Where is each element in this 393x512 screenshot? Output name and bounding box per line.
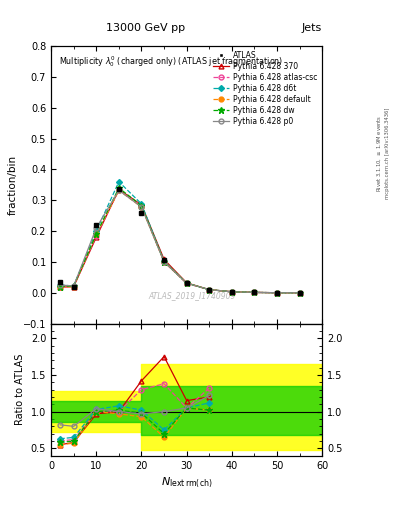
Pythia 6.428 dw	[297, 290, 302, 296]
Pythia 6.428 d6t	[116, 179, 121, 185]
Pythia 6.428 p0	[230, 289, 234, 295]
Pythia 6.428 370	[184, 280, 189, 286]
Pythia 6.428 dw	[230, 289, 234, 295]
X-axis label: $N_{\mathrm{lext\,rm(ch)}}$: $N_{\mathrm{lext\,rm(ch)}}$	[161, 476, 213, 490]
Pythia 6.428 default	[230, 289, 234, 295]
Pythia 6.428 default	[252, 289, 257, 295]
Pythia 6.428 370	[275, 290, 279, 296]
Pythia 6.428 370	[58, 284, 62, 290]
Pythia 6.428 370	[116, 186, 121, 193]
Pythia 6.428 370	[72, 284, 76, 290]
Pythia 6.428 default	[58, 284, 62, 290]
Pythia 6.428 p0	[207, 287, 211, 293]
Pythia 6.428 370	[207, 287, 211, 293]
Pythia 6.428 dw	[162, 259, 167, 265]
Pythia 6.428 atlas-csc	[94, 232, 99, 239]
Line: Pythia 6.428 p0: Pythia 6.428 p0	[58, 188, 302, 295]
Line: Pythia 6.428 d6t: Pythia 6.428 d6t	[58, 180, 302, 295]
Pythia 6.428 atlas-csc	[297, 290, 302, 296]
Pythia 6.428 d6t	[230, 289, 234, 295]
Text: Jets: Jets	[302, 23, 322, 33]
Pythia 6.428 dw	[94, 231, 99, 237]
Pythia 6.428 default	[207, 287, 211, 293]
Pythia 6.428 dw	[139, 203, 144, 209]
Pythia 6.428 p0	[184, 280, 189, 286]
Pythia 6.428 atlas-csc	[184, 281, 189, 287]
Pythia 6.428 atlas-csc	[275, 290, 279, 296]
Pythia 6.428 p0	[297, 290, 302, 296]
Pythia 6.428 d6t	[207, 287, 211, 293]
Pythia 6.428 atlas-csc	[72, 284, 76, 290]
Pythia 6.428 dw	[72, 283, 76, 289]
Pythia 6.428 default	[94, 231, 99, 237]
Pythia 6.428 370	[252, 289, 257, 295]
Pythia 6.428 atlas-csc	[116, 187, 121, 194]
Pythia 6.428 p0	[72, 283, 76, 289]
Text: mcplots.cern.ch [arXiv:1306.3436]: mcplots.cern.ch [arXiv:1306.3436]	[385, 108, 389, 199]
Pythia 6.428 atlas-csc	[162, 259, 167, 265]
Pythia 6.428 p0	[275, 290, 279, 296]
Pythia 6.428 dw	[252, 289, 257, 295]
Y-axis label: Ratio to ATLAS: Ratio to ATLAS	[15, 354, 25, 425]
Pythia 6.428 atlas-csc	[58, 284, 62, 290]
Pythia 6.428 d6t	[94, 228, 99, 234]
Pythia 6.428 370	[297, 290, 302, 296]
Pythia 6.428 p0	[58, 282, 62, 288]
Pythia 6.428 d6t	[184, 280, 189, 286]
Y-axis label: fraction/bin: fraction/bin	[7, 155, 17, 215]
Line: Pythia 6.428 370: Pythia 6.428 370	[58, 187, 302, 295]
Line: Pythia 6.428 atlas-csc: Pythia 6.428 atlas-csc	[58, 188, 302, 295]
Pythia 6.428 p0	[116, 187, 121, 194]
Pythia 6.428 default	[162, 259, 167, 265]
Pythia 6.428 dw	[207, 287, 211, 293]
Pythia 6.428 p0	[252, 289, 257, 295]
Pythia 6.428 atlas-csc	[230, 289, 234, 295]
Pythia 6.428 default	[139, 204, 144, 210]
Pythia 6.428 dw	[116, 185, 121, 191]
Pythia 6.428 d6t	[58, 282, 62, 288]
Pythia 6.428 dw	[184, 280, 189, 286]
Pythia 6.428 370	[139, 202, 144, 208]
Pythia 6.428 d6t	[139, 201, 144, 207]
Text: Rivet 3.1.10, $\geq$ 1.9M events: Rivet 3.1.10, $\geq$ 1.9M events	[375, 115, 383, 192]
Pythia 6.428 d6t	[275, 290, 279, 296]
Pythia 6.428 d6t	[297, 290, 302, 296]
Pythia 6.428 atlas-csc	[139, 203, 144, 209]
Text: ATLAS_2019_I1740909: ATLAS_2019_I1740909	[149, 291, 236, 301]
Pythia 6.428 dw	[275, 290, 279, 296]
Text: Multiplicity $\lambda_0^0$ (charged only) (ATLAS jet fragmentation): Multiplicity $\lambda_0^0$ (charged only…	[59, 54, 284, 69]
Pythia 6.428 default	[116, 187, 121, 194]
Pythia 6.428 p0	[162, 259, 167, 265]
Pythia 6.428 370	[162, 257, 167, 263]
Pythia 6.428 370	[94, 234, 99, 240]
Line: Pythia 6.428 dw: Pythia 6.428 dw	[57, 185, 303, 296]
Pythia 6.428 default	[297, 290, 302, 296]
Pythia 6.428 d6t	[72, 283, 76, 289]
Pythia 6.428 default	[184, 280, 189, 286]
Text: 13000 GeV pp: 13000 GeV pp	[107, 23, 185, 33]
Pythia 6.428 p0	[139, 204, 144, 210]
Pythia 6.428 atlas-csc	[252, 289, 257, 295]
Pythia 6.428 default	[72, 284, 76, 290]
Line: Pythia 6.428 default: Pythia 6.428 default	[58, 188, 302, 295]
Pythia 6.428 p0	[94, 225, 99, 231]
Legend: ATLAS, Pythia 6.428 370, Pythia 6.428 atlas-csc, Pythia 6.428 d6t, Pythia 6.428 : ATLAS, Pythia 6.428 370, Pythia 6.428 at…	[211, 50, 318, 127]
Pythia 6.428 atlas-csc	[207, 287, 211, 293]
Pythia 6.428 370	[230, 289, 234, 295]
Pythia 6.428 d6t	[162, 258, 167, 264]
Pythia 6.428 d6t	[252, 289, 257, 295]
Pythia 6.428 default	[275, 290, 279, 296]
Pythia 6.428 dw	[58, 284, 62, 290]
